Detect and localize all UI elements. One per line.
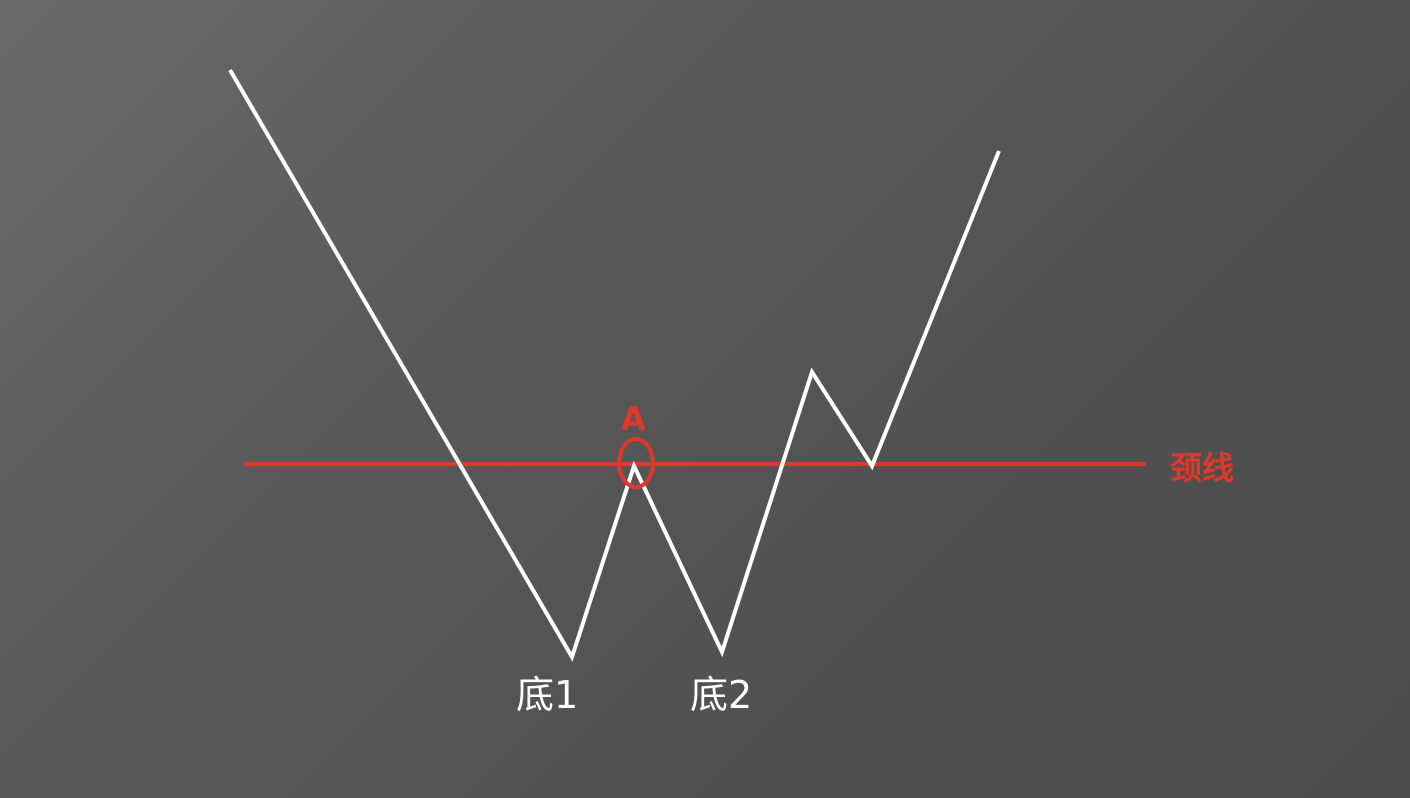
point-a-label: A bbox=[621, 400, 646, 438]
neckline-label: 颈线 bbox=[1170, 449, 1235, 487]
price-path-line bbox=[228, 68, 1001, 662]
bottom-2-label: 底2 bbox=[690, 673, 753, 717]
bottom-1-label: 底1 bbox=[516, 673, 579, 717]
point-a-marker-circle bbox=[617, 437, 655, 489]
